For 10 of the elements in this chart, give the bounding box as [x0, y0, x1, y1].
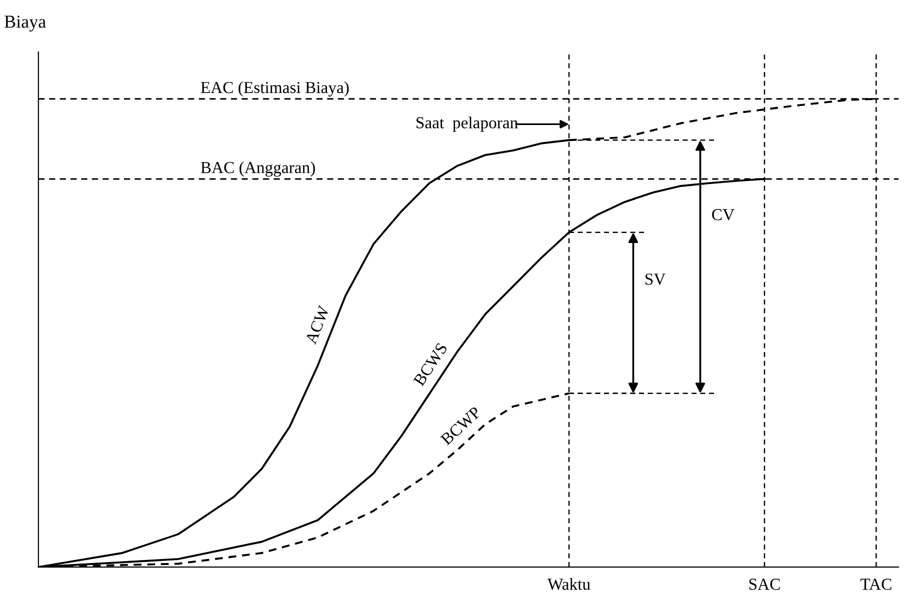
- text: ACW: [304, 304, 330, 345]
- y-axis-title: Biaya: [4, 16, 46, 32]
- ref-line-label: EAC (Estimasi Biaya): [200, 81, 349, 97]
- annotation: SV: [646, 274, 666, 285]
- annotation: CV: [712, 209, 734, 220]
- x-tick-label: TAC: [860, 578, 892, 590]
- x-tick-label: Waktu: [547, 578, 590, 590]
- ref-line-label: BAC (Anggaran): [200, 161, 315, 177]
- annotation: Saat pelaporan: [416, 116, 518, 132]
- x-tick-label: SAC: [749, 578, 780, 590]
